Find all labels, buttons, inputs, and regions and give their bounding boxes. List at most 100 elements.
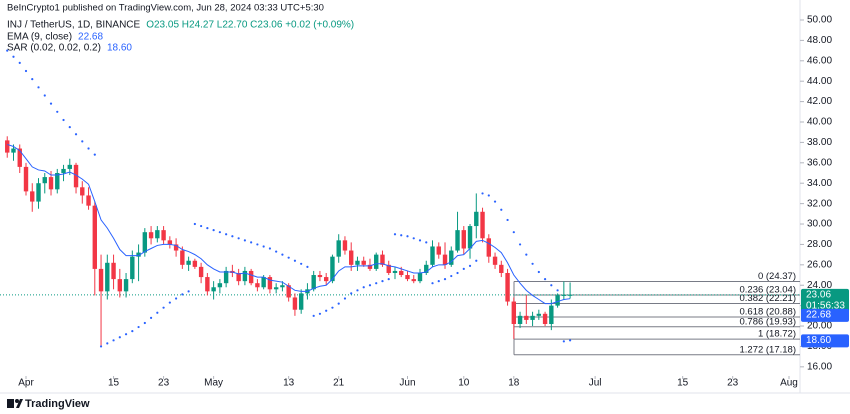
y-tick-label: 20.00: [807, 321, 832, 332]
candle-body: [342, 240, 348, 251]
legend-name: EMA (9, close): [7, 32, 72, 43]
candle-body: [67, 164, 72, 169]
sar-dot: [99, 345, 103, 348]
candle-body: [148, 232, 154, 239]
x-tick-label: May: [204, 378, 223, 389]
sar-dot: [550, 284, 553, 287]
sar-dot: [487, 194, 490, 197]
sar-dot: [443, 278, 447, 281]
x-tick-label: 21: [333, 378, 345, 389]
plot-area: 50.00 48.00 46.00 44.00 42.00 40.00 38.00 36.00…: [0, 0, 849, 393]
candle-body: [311, 275, 316, 290]
candle-body: [524, 315, 529, 320]
candle-body: [55, 173, 60, 190]
fib-label: 0.786 (19.93): [739, 316, 796, 327]
legend-value: 22.68: [78, 32, 103, 43]
ema-line: [7, 143, 571, 305]
candle-body: [261, 277, 266, 288]
sar-dot: [525, 253, 528, 256]
sar-dot: [293, 259, 297, 262]
x-tick-label: Apr: [18, 378, 34, 389]
x-tick-label: 13: [283, 378, 295, 389]
candle-body: [42, 177, 47, 184]
footer-logo: TradingView: [7, 398, 90, 410]
candle-body: [361, 260, 366, 265]
sar-dot: [375, 282, 378, 285]
sar-dot: [37, 86, 40, 89]
sar-dot: [325, 309, 328, 312]
candle-body: [17, 148, 22, 167]
last-price-tag-label: 23.06: [806, 289, 831, 300]
sar-dot: [218, 231, 221, 234]
sar-dot: [462, 267, 465, 271]
candle-body: [430, 246, 435, 265]
sar-dot: [312, 314, 315, 317]
sar-dot: [343, 297, 347, 300]
candle-body: [198, 266, 204, 278]
sar-dot: [6, 49, 9, 52]
candle-body: [255, 283, 260, 288]
sar-dot: [425, 241, 428, 244]
sar-dot: [562, 340, 565, 343]
candle-body: [23, 166, 29, 192]
sar-dot: [162, 306, 165, 309]
sar-dot: [268, 247, 272, 250]
candle-body: [549, 305, 554, 324]
sar-dot: [531, 262, 534, 265]
y-tick-label: 38.00: [807, 137, 832, 148]
sar-dot: [318, 312, 322, 315]
ohlc-label: O23.05 H24.27 L22.70 C23.06 +0.02 (+0.09…: [146, 20, 354, 31]
y-tick-label: 50.00: [807, 15, 832, 26]
candle-body: [336, 240, 341, 257]
sar-dot: [187, 290, 190, 293]
sar-dot: [62, 118, 65, 122]
candle-body: [480, 211, 485, 239]
sar-dot: [493, 200, 497, 203]
fib-label: 0.236 (23.04): [739, 285, 796, 296]
candle-body: [173, 244, 179, 251]
candle-body: [567, 294, 573, 296]
candle-body: [374, 254, 379, 269]
logo-shape: [7, 399, 14, 408]
x-tick-label: Aug: [780, 378, 798, 389]
sar-tag-label: 18.60: [806, 335, 831, 346]
sar-dot: [149, 316, 153, 319]
candle-body: [80, 187, 85, 196]
candle-body: [505, 272, 510, 302]
x-tick-label: Jul: [589, 378, 602, 389]
candle-body: [48, 177, 54, 190]
sar-dot: [437, 280, 440, 283]
sar-dot: [406, 235, 409, 238]
candle-body: [236, 272, 241, 282]
candle-body: [98, 268, 104, 292]
candle-body: [517, 315, 523, 324]
sar-dot: [137, 325, 140, 329]
candle-body: [123, 279, 129, 292]
candle-body: [161, 230, 166, 241]
candle-body: [180, 250, 185, 265]
sar-dot: [287, 256, 290, 259]
candle-body: [242, 270, 248, 282]
y-tick-label: 42.00: [807, 96, 832, 107]
candle-body: [467, 226, 473, 249]
y-tick-label: 16.00: [807, 361, 832, 372]
candle-body: [317, 275, 323, 278]
sar-dot: [306, 265, 309, 268]
sar-dot: [225, 233, 228, 236]
candle-body: [380, 254, 385, 265]
sar-dot: [468, 264, 472, 267]
sar-dot: [56, 110, 59, 113]
sar-dot: [206, 227, 209, 230]
sar-dot: [231, 235, 234, 238]
logo-shape: [16, 399, 23, 408]
sar-dot: [118, 336, 121, 339]
candle-body: [30, 191, 35, 202]
logo-shape: [15, 399, 19, 403]
sar-dot: [331, 306, 334, 309]
sar-dot: [512, 231, 515, 234]
sar-dot: [543, 278, 547, 281]
sar-dot: [350, 292, 353, 295]
candle-body: [86, 195, 91, 206]
sar-dot: [250, 241, 253, 244]
sar-dot: [262, 245, 265, 248]
